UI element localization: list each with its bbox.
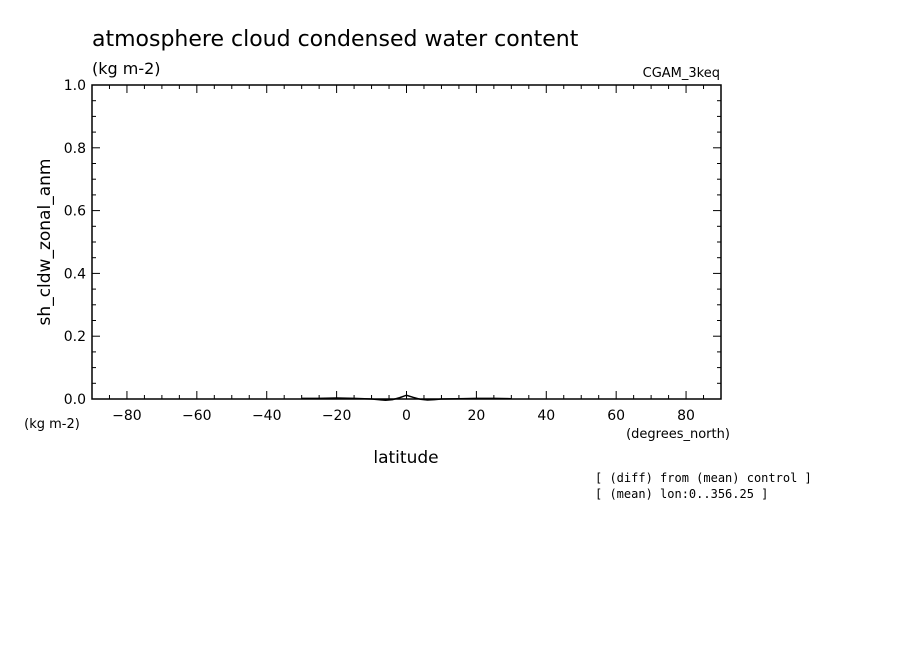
model-label: CGAM_3keq — [643, 66, 720, 81]
y-axis-title: sh_cldw_zonal_anm — [35, 159, 55, 326]
y-tick-label: 0.6 — [64, 204, 86, 220]
y-units-label: (kg m-2) — [24, 417, 80, 432]
x-tick-label: 20 — [467, 408, 485, 424]
series-line — [301, 394, 512, 402]
y-tick-label: 0.4 — [64, 266, 86, 282]
note-diff: [ (diff) from (mean) control ] — [595, 471, 812, 485]
y-tick-label: 0.8 — [64, 141, 86, 157]
x-tick-label: 60 — [607, 408, 625, 424]
x-units-label: (degrees_north) — [626, 427, 730, 442]
chart-subtitle: (kg m-2) — [92, 59, 161, 78]
x-tick-label: −80 — [112, 408, 142, 424]
x-axis-title: latitude — [373, 448, 438, 468]
x-tick-label: −60 — [182, 408, 212, 424]
y-tick-label: 0.2 — [64, 329, 86, 345]
tick-labels: −80 −60 −40 −20 0 20 40 60 80 0.0 0.2 0.4 0.6 0.8 1.0 — [64, 78, 695, 424]
plot-frame — [91, 84, 722, 400]
x-tick-label: 80 — [677, 408, 695, 424]
note-mean: [ (mean) lon:0..356.25 ] — [595, 487, 768, 501]
axis-ticks — [91, 84, 722, 400]
x-tick-label: 40 — [537, 408, 555, 424]
x-tick-label: −40 — [252, 408, 282, 424]
x-tick-label: −20 — [322, 408, 352, 424]
x-tick-label: 0 — [402, 408, 411, 424]
y-tick-label: 1.0 — [64, 78, 86, 94]
chart-title: atmosphere cloud condensed water content — [92, 27, 579, 52]
y-tick-label: 0.0 — [64, 392, 86, 408]
